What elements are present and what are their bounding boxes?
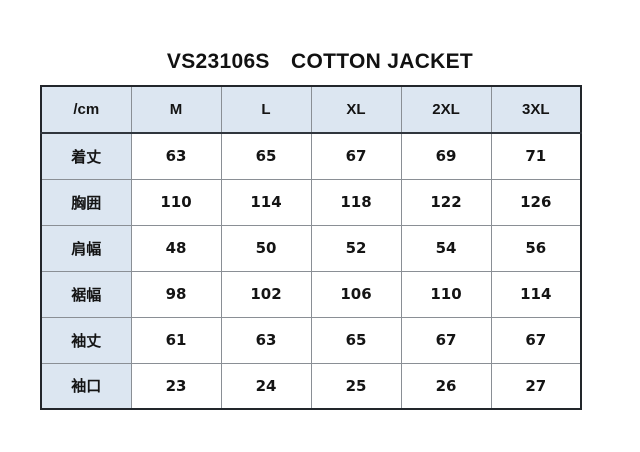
cell-susohaba-xl: 106 (310, 270, 402, 318)
cell-sodetake-2xl: 67 (400, 316, 492, 364)
table-row: 肩幅 48 50 52 54 56 (40, 224, 582, 272)
cell-sodeguchi-m: 23 (130, 362, 222, 410)
column-header-3xl: 3XL (490, 85, 582, 134)
column-header-l: L (220, 85, 312, 134)
row-label-susohaba: 裾幅 (40, 270, 132, 318)
column-header-unit: /cm (40, 85, 132, 134)
cell-sodetake-m: 61 (130, 316, 222, 364)
table-row: 胸囲 110 114 118 122 126 (40, 178, 582, 226)
column-header-m: M (130, 85, 222, 134)
cell-kyoui-xl: 118 (310, 178, 402, 226)
cell-sodetake-l: 63 (220, 316, 312, 364)
cell-sodeguchi-2xl: 26 (400, 362, 492, 410)
row-label-sodeguchi: 袖口 (40, 362, 132, 410)
cell-kyoui-3xl: 126 (490, 178, 582, 226)
cell-katahaba-3xl: 56 (490, 224, 582, 272)
row-label-sodetake: 袖丈 (40, 316, 132, 364)
cell-susohaba-m: 98 (130, 270, 222, 318)
cell-kitake-l: 65 (220, 132, 312, 180)
column-header-2xl: 2XL (400, 85, 492, 134)
row-label-kitake: 着丈 (40, 132, 132, 180)
table-header: /cm M L XL 2XL 3XL (40, 85, 582, 134)
table-row: 着丈 63 65 67 69 71 (40, 132, 582, 180)
cell-kitake-m: 63 (130, 132, 222, 180)
cell-susohaba-l: 102 (220, 270, 312, 318)
size-table: /cm M L XL 2XL 3XL 着丈 63 65 67 69 71 (40, 85, 582, 410)
cell-katahaba-m: 48 (130, 224, 222, 272)
table-header-row: /cm M L XL 2XL 3XL (40, 85, 582, 134)
cell-kyoui-m: 110 (130, 178, 222, 226)
cell-kitake-xl: 67 (310, 132, 402, 180)
cell-katahaba-l: 50 (220, 224, 312, 272)
table-body: 着丈 63 65 67 69 71 胸囲 110 114 118 122 126… (40, 132, 582, 410)
cell-kyoui-2xl: 122 (400, 178, 492, 226)
cell-katahaba-xl: 52 (310, 224, 402, 272)
size-table-container: /cm M L XL 2XL 3XL 着丈 63 65 67 69 71 (40, 85, 582, 410)
cell-kitake-2xl: 69 (400, 132, 492, 180)
page-title: VS23106S COTTON JACKET (166, 50, 474, 73)
cell-sodeguchi-l: 24 (220, 362, 312, 410)
cell-sodeguchi-xl: 25 (310, 362, 402, 410)
cell-katahaba-2xl: 54 (400, 224, 492, 272)
cell-susohaba-2xl: 110 (400, 270, 492, 318)
cell-sodetake-3xl: 67 (490, 316, 582, 364)
table-row: 裾幅 98 102 106 110 114 (40, 270, 582, 318)
cell-kyoui-l: 114 (220, 178, 312, 226)
row-label-kyoui: 胸囲 (40, 178, 132, 226)
cell-sodetake-xl: 65 (310, 316, 402, 364)
row-label-katahaba: 肩幅 (40, 224, 132, 272)
column-header-xl: XL (310, 85, 402, 134)
cell-sodeguchi-3xl: 27 (490, 362, 582, 410)
table-row: 袖口 23 24 25 26 27 (40, 362, 582, 410)
cell-kitake-3xl: 71 (490, 132, 582, 180)
cell-susohaba-3xl: 114 (490, 270, 582, 318)
table-row: 袖丈 61 63 65 67 67 (40, 316, 582, 364)
